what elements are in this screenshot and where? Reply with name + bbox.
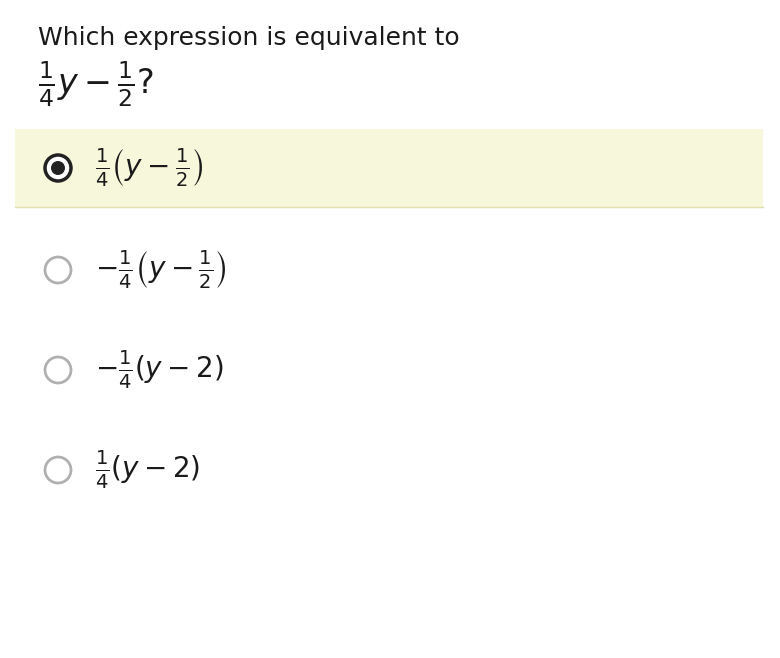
Text: $-\frac{1}{4}\left(y - \frac{1}{2}\right)$: $-\frac{1}{4}\left(y - \frac{1}{2}\right… [95,249,226,291]
Circle shape [45,257,71,283]
Text: Which expression is equivalent to: Which expression is equivalent to [38,26,459,50]
Text: $\frac{1}{4}(y - 2)$: $\frac{1}{4}(y - 2)$ [95,449,200,491]
Circle shape [45,155,71,181]
Text: $-\frac{1}{4}(y - 2)$: $-\frac{1}{4}(y - 2)$ [95,349,223,391]
FancyBboxPatch shape [15,129,763,207]
Circle shape [51,161,65,175]
Circle shape [45,357,71,383]
Text: $\frac{1}{4}\left(y - \frac{1}{2}\right)$: $\frac{1}{4}\left(y - \frac{1}{2}\right)… [95,147,204,189]
Text: $\frac{1}{4}y - \frac{1}{2}$?: $\frac{1}{4}y - \frac{1}{2}$? [38,59,154,109]
Circle shape [45,457,71,483]
